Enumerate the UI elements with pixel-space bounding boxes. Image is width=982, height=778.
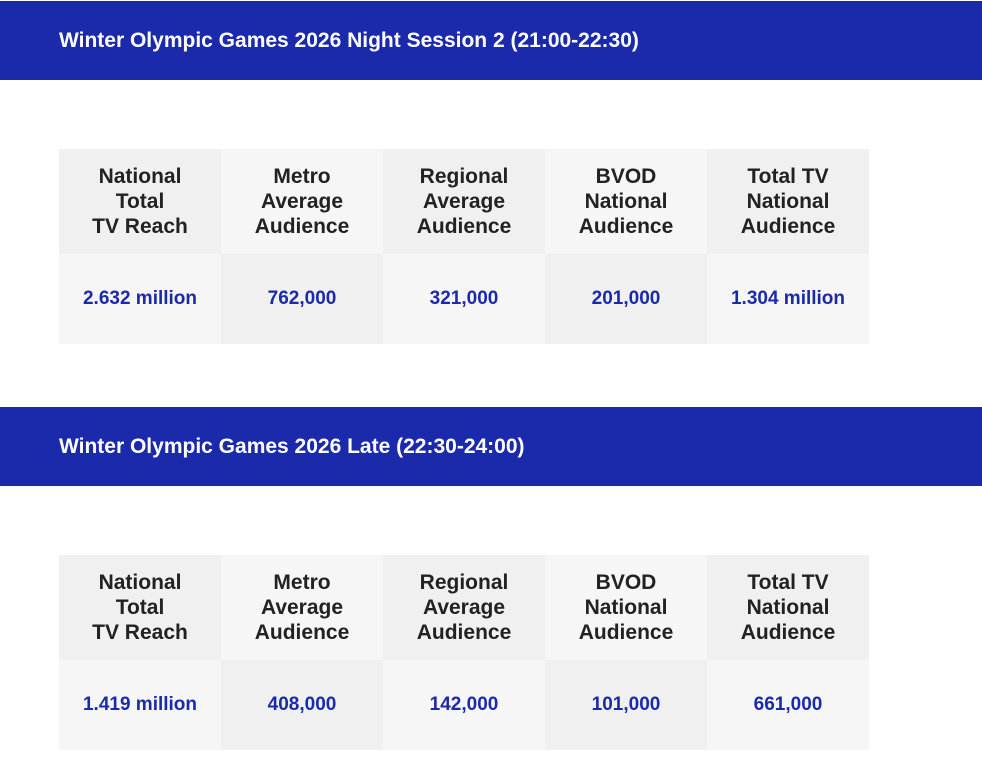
value-bvod-national-audience: 201,000 bbox=[545, 254, 707, 344]
column-header-regional-average-audience: Regional Average Audience bbox=[383, 555, 545, 660]
table-row: 2.632 million 762,000 321,000 201,000 1.… bbox=[59, 254, 869, 344]
value-national-total-tv-reach: 1.419 million bbox=[59, 660, 221, 750]
value-regional-average-audience: 142,000 bbox=[383, 660, 545, 750]
column-header-regional-average-audience: Regional Average Audience bbox=[383, 149, 545, 254]
section-title: Winter Olympic Games 2026 Night Session … bbox=[0, 1, 982, 80]
value-metro-average-audience: 408,000 bbox=[221, 660, 383, 750]
value-total-tv-national-audience: 661,000 bbox=[707, 660, 869, 750]
session-section-night-2: Winter Olympic Games 2026 Night Session … bbox=[0, 1, 982, 344]
value-metro-average-audience: 762,000 bbox=[221, 254, 383, 344]
audience-table: National Total TV Reach Metro Average Au… bbox=[59, 555, 869, 750]
value-bvod-national-audience: 101,000 bbox=[545, 660, 707, 750]
column-header-total-tv-national-audience: Total TV National Audience bbox=[707, 555, 869, 660]
session-section-late: Winter Olympic Games 2026 Late (22:30-24… bbox=[0, 407, 982, 750]
table-header-row: National Total TV Reach Metro Average Au… bbox=[59, 149, 869, 254]
column-header-national-total-tv-reach: National Total TV Reach bbox=[59, 555, 221, 660]
table-row: 1.419 million 408,000 142,000 101,000 66… bbox=[59, 660, 869, 750]
value-national-total-tv-reach: 2.632 million bbox=[59, 254, 221, 344]
column-header-metro-average-audience: Metro Average Audience bbox=[221, 149, 383, 254]
table-header-row: National Total TV Reach Metro Average Au… bbox=[59, 555, 869, 660]
column-header-bvod-national-audience: BVOD National Audience bbox=[545, 555, 707, 660]
value-total-tv-national-audience: 1.304 million bbox=[707, 254, 869, 344]
value-regional-average-audience: 321,000 bbox=[383, 254, 545, 344]
column-header-national-total-tv-reach: National Total TV Reach bbox=[59, 149, 221, 254]
column-header-bvod-national-audience: BVOD National Audience bbox=[545, 149, 707, 254]
audience-table: National Total TV Reach Metro Average Au… bbox=[59, 149, 869, 344]
column-header-total-tv-national-audience: Total TV National Audience bbox=[707, 149, 869, 254]
column-header-metro-average-audience: Metro Average Audience bbox=[221, 555, 383, 660]
section-title: Winter Olympic Games 2026 Late (22:30-24… bbox=[0, 407, 982, 486]
